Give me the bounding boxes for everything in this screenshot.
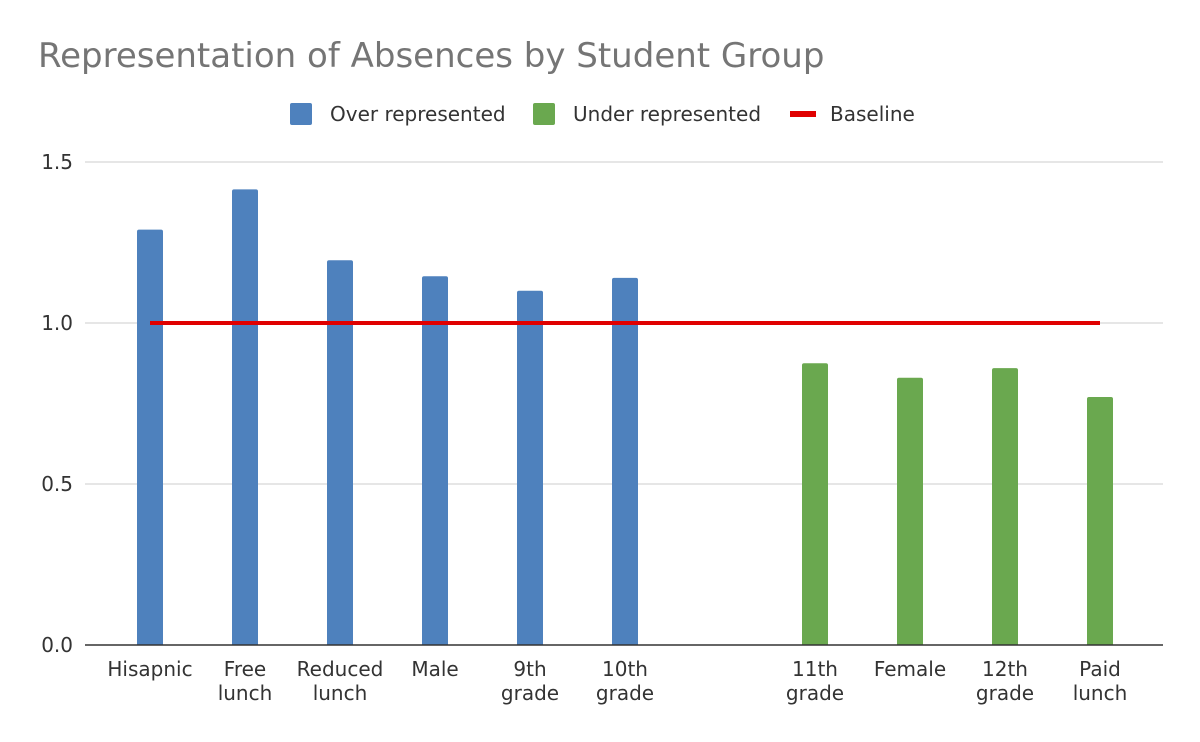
x-tick-label: lunch [218, 681, 273, 705]
legend-item-baseline: Baseline [790, 100, 915, 128]
x-tick-label: grade [976, 681, 1034, 705]
chart-title: Representation of Absences by Student Gr… [38, 36, 825, 76]
y-tick-label: 1.0 [41, 311, 73, 335]
bar [612, 277, 638, 645]
y-tick-label: 1.5 [41, 150, 73, 174]
x-tick-label: Reduced [297, 657, 384, 681]
x-tick-label: Paid [1079, 657, 1121, 681]
legend-label-baseline: Baseline [830, 102, 915, 126]
bar [517, 290, 543, 645]
legend-label-over: Over represented [330, 102, 506, 126]
x-tick-label: Hisapnic [107, 657, 192, 681]
x-tick-label: grade [786, 681, 844, 705]
legend-item-over: Over represented [290, 100, 506, 128]
y-tick-label: 0.5 [41, 472, 73, 496]
bar [802, 363, 828, 645]
legend-swatch-under [533, 103, 555, 125]
legend-label-under: Under represented [573, 102, 762, 126]
x-tick-label: Male [411, 657, 458, 681]
bar [327, 260, 353, 645]
x-tick-label: Female [874, 657, 946, 681]
bar [422, 276, 448, 645]
legend-swatch-baseline [790, 111, 816, 117]
bar [1087, 397, 1113, 645]
legend-swatch-over [290, 103, 312, 125]
x-tick-label: Free [224, 657, 266, 681]
x-tick-label: 12th [982, 657, 1028, 681]
bar [137, 229, 163, 645]
x-tick-label: 9th [513, 657, 546, 681]
legend-item-under: Under represented [533, 100, 761, 128]
x-tick-label: grade [596, 681, 654, 705]
bar [232, 189, 258, 645]
bar [897, 377, 923, 645]
x-tick-label: grade [501, 681, 559, 705]
x-tick-label: 11th [792, 657, 838, 681]
legend: Over represented Under represented Basel… [0, 100, 1200, 128]
bar [992, 368, 1018, 645]
x-tick-label: lunch [1073, 681, 1128, 705]
x-tick-label: lunch [313, 681, 368, 705]
y-tick-label: 0.0 [41, 633, 73, 657]
x-tick-label: 10th [602, 657, 648, 681]
